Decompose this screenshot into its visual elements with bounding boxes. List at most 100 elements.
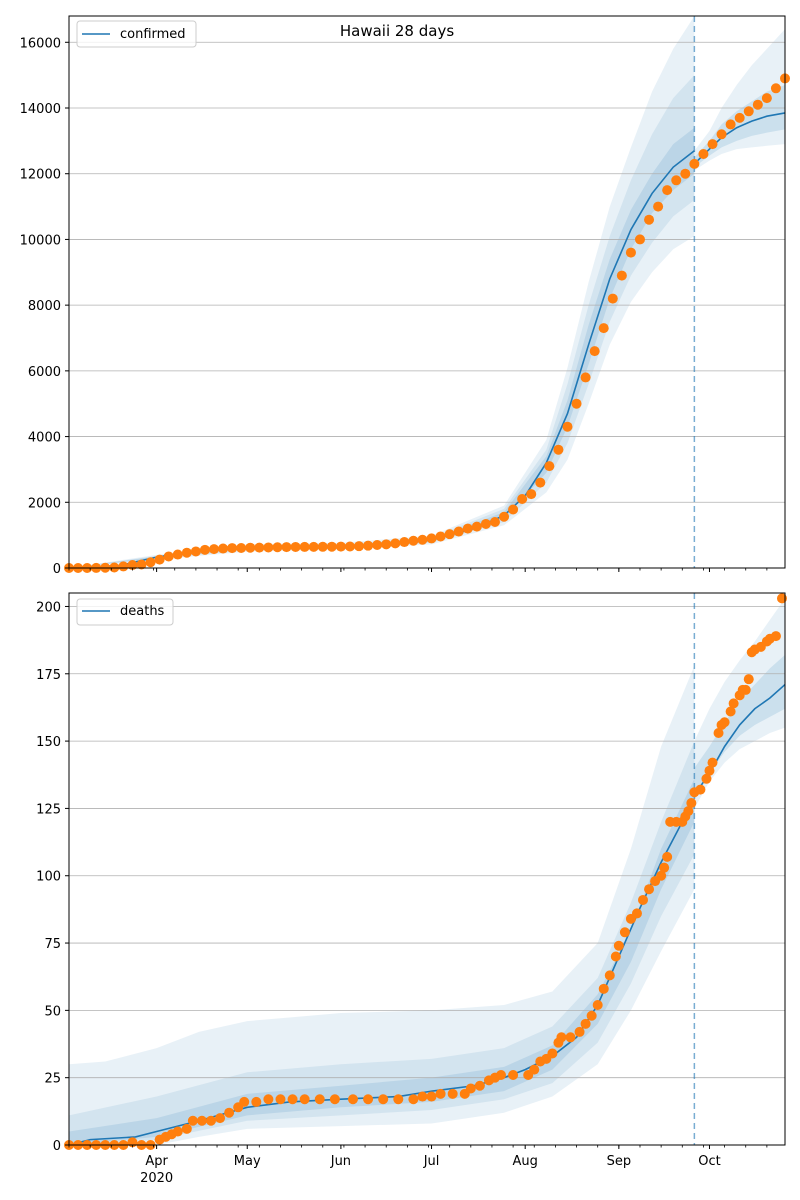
observed-point xyxy=(686,798,697,809)
y-tick-label: 200 xyxy=(36,600,61,615)
observed-point xyxy=(299,541,310,552)
observed-point xyxy=(245,542,256,553)
observed-point xyxy=(734,112,745,123)
y-tick-label: 10000 xyxy=(20,233,61,248)
observed-point xyxy=(695,784,706,795)
observed-point xyxy=(662,185,673,196)
observed-point xyxy=(704,765,715,776)
legend-box xyxy=(76,20,197,48)
observed-point xyxy=(598,323,609,334)
observed-point xyxy=(728,698,739,709)
observed-point xyxy=(625,247,636,258)
observed-point xyxy=(399,537,410,548)
observed-point xyxy=(363,1094,374,1105)
observed-point xyxy=(435,531,446,542)
observed-point xyxy=(770,83,781,94)
observed-point xyxy=(656,870,667,881)
y-tick-label: 16000 xyxy=(20,36,61,51)
observed-point xyxy=(776,593,787,604)
deaths-axes-frame xyxy=(68,592,786,1146)
observed-point xyxy=(508,504,519,515)
legend-box xyxy=(76,598,174,626)
observed-point xyxy=(707,757,718,768)
observed-point xyxy=(109,562,120,573)
y-tick-label: 125 xyxy=(36,802,61,817)
observed-point xyxy=(263,1094,274,1105)
observed-point xyxy=(592,999,603,1010)
observed-point xyxy=(752,99,763,110)
uncertainty-band-inner xyxy=(69,778,695,1145)
y-tick-label: 8000 xyxy=(28,299,61,314)
observed-point xyxy=(417,534,428,545)
observed-point xyxy=(713,728,724,739)
observed-point xyxy=(638,894,649,905)
observed-point xyxy=(190,546,201,557)
observed-point xyxy=(314,1094,325,1105)
observed-point xyxy=(499,511,510,522)
observed-point xyxy=(553,444,564,455)
observed-point xyxy=(613,940,624,951)
observed-point xyxy=(408,1094,419,1105)
observed-point xyxy=(417,1091,428,1102)
model-forecast-line xyxy=(693,112,786,165)
confirmed-axes-frame xyxy=(68,15,786,569)
observed-point xyxy=(181,547,192,558)
observed-point xyxy=(740,684,751,695)
observed-point xyxy=(659,862,670,873)
observed-point xyxy=(275,1094,286,1105)
observed-point xyxy=(683,806,694,817)
observed-point xyxy=(136,559,147,570)
observed-point xyxy=(631,908,642,919)
observed-point xyxy=(698,149,709,159)
observed-point xyxy=(378,1094,389,1105)
y-tick-label: 0 xyxy=(53,562,61,577)
x-tick-label: 2020 xyxy=(140,1171,173,1186)
observed-point xyxy=(580,372,591,383)
observed-point xyxy=(224,1107,235,1118)
observed-point xyxy=(680,168,691,179)
observed-point xyxy=(453,526,464,537)
observed-point xyxy=(526,489,537,500)
observed-point xyxy=(725,119,736,130)
x-tick-label: Oct xyxy=(698,1154,720,1169)
observed-point xyxy=(290,541,301,552)
observed-point xyxy=(329,1094,340,1105)
observed-point xyxy=(447,1088,458,1099)
x-tick-label: Apr xyxy=(145,1154,168,1169)
observed-point xyxy=(689,158,700,169)
observed-point xyxy=(287,1094,298,1105)
x-tick-label: Jul xyxy=(423,1154,440,1169)
observed-point xyxy=(743,674,754,685)
y-tick-label: 25 xyxy=(44,1072,61,1087)
uncertainty-band-outer xyxy=(69,665,695,1145)
observed-point xyxy=(610,951,621,962)
observed-point xyxy=(326,541,337,552)
observed-point xyxy=(154,554,165,565)
observed-point xyxy=(671,175,682,186)
deaths-legend: deaths xyxy=(76,598,174,626)
x-tick-label: Aug xyxy=(512,1154,537,1169)
observed-point xyxy=(181,1123,192,1134)
observed-point xyxy=(598,983,609,994)
observed-point xyxy=(236,542,247,553)
observed-point xyxy=(227,543,238,554)
observed-point xyxy=(263,542,274,553)
observed-point xyxy=(145,557,156,568)
observed-point xyxy=(586,1010,597,1021)
observed-point xyxy=(444,529,455,540)
observed-point xyxy=(205,1115,216,1126)
observed-point xyxy=(489,517,500,527)
observed-point xyxy=(272,542,283,553)
observed-point xyxy=(496,1069,507,1080)
confirmed-x-axis xyxy=(68,568,768,572)
y-tick-label: 4000 xyxy=(28,431,61,446)
observed-point xyxy=(574,1026,585,1037)
y-tick-label: 0 xyxy=(53,1139,61,1154)
observed-point xyxy=(517,494,528,504)
y-tick-label: 14000 xyxy=(20,102,61,117)
observed-point xyxy=(580,1018,591,1029)
confirmed-observed-points xyxy=(64,73,790,573)
observed-point xyxy=(662,851,673,862)
